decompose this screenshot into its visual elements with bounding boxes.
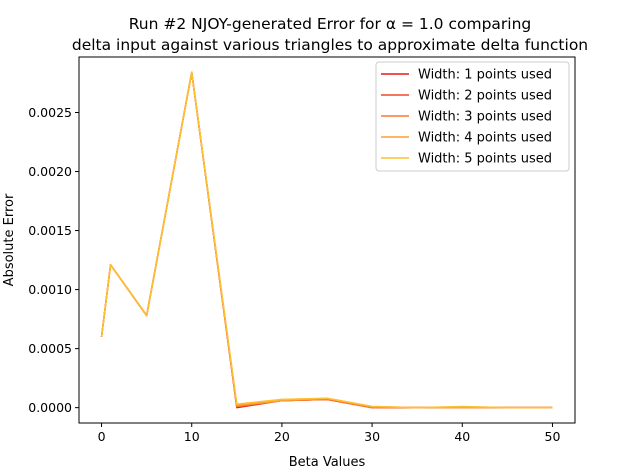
- x-tick-label: 10: [184, 429, 200, 444]
- plot-area-frame: [78, 56, 576, 424]
- y-tick-label: 0.0025: [28, 105, 72, 120]
- legend: Width: 1 points used Width: 2 points used…: [375, 61, 570, 172]
- y-tick-label: 0.0005: [28, 341, 72, 356]
- x-tick-label: 50: [545, 429, 561, 444]
- x-tick-label: 30: [364, 429, 380, 444]
- legend-label: Width: 5 points used: [418, 152, 552, 167]
- chart-title-line-2: delta input against various triangles to…: [72, 36, 588, 54]
- series-line-5: [100, 71, 553, 409]
- legend-label: Width: 3 points used: [418, 110, 552, 125]
- legend-label: Width: 4 points used: [418, 131, 552, 146]
- legend-label: Width: 2 points used: [418, 89, 552, 104]
- y-tick-label: 0.0010: [28, 282, 72, 297]
- x-tick-label: 0: [98, 429, 106, 444]
- y-axis-label: Absolute Error: [2, 193, 17, 286]
- x-axis-label: Beta Values: [289, 455, 366, 470]
- legend-box: [375, 61, 570, 172]
- chart-title-line-1: Run #2 NJOY-generated Error for α = 1.0 …: [129, 15, 532, 33]
- x-tick-label: 20: [274, 429, 290, 444]
- series-lines: [100, 71, 553, 409]
- y-axis-ticks: 0.0000 0.0005 0.0010 0.0015 0.0020 0.0025: [28, 105, 79, 415]
- y-tick-label: 0.0020: [28, 164, 72, 179]
- y-tick-label: 0.0000: [28, 400, 72, 415]
- x-tick-label: 40: [454, 429, 470, 444]
- x-axis-ticks: 0 10 20 30 40 50: [98, 423, 561, 444]
- legend-label: Width: 1 points used: [418, 68, 552, 83]
- y-tick-label: 0.0015: [28, 223, 72, 238]
